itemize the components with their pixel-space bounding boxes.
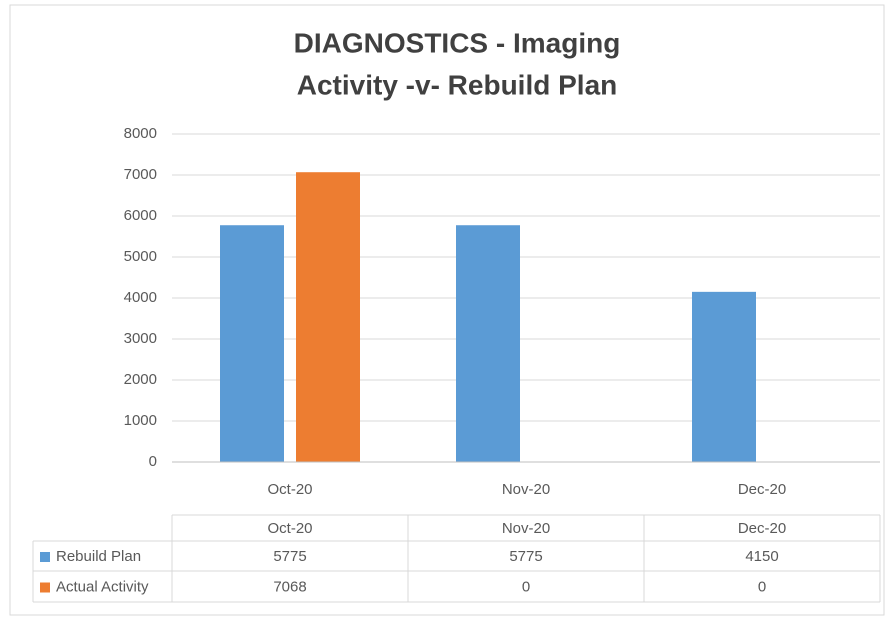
table-header: Dec-20 xyxy=(738,520,786,537)
y-tick-label: 4000 xyxy=(124,289,157,306)
y-tick-label: 1000 xyxy=(124,412,157,429)
y-tick-label: 5000 xyxy=(124,248,157,265)
y-tick-label: 0 xyxy=(149,453,157,470)
table-header: Nov-20 xyxy=(502,520,550,537)
y-tick-label: 8000 xyxy=(124,125,157,142)
bar xyxy=(296,172,360,462)
bar xyxy=(220,225,284,462)
y-tick-label: 2000 xyxy=(124,371,157,388)
chart-title: Activity -v- Rebuild Plan xyxy=(297,69,618,100)
x-tick-label: Dec-20 xyxy=(738,481,786,498)
y-tick-label: 6000 xyxy=(124,207,157,224)
legend-key xyxy=(40,552,50,562)
table-cell: 5775 xyxy=(273,548,306,565)
bar xyxy=(692,291,756,462)
x-tick-label: Nov-20 xyxy=(502,481,550,498)
x-tick-label: Oct-20 xyxy=(267,481,312,498)
table-cell: 0 xyxy=(522,578,530,595)
bar xyxy=(456,225,520,462)
table-cell: 4150 xyxy=(745,548,778,565)
legend-label: Actual Activity xyxy=(56,578,149,595)
y-tick-label: 3000 xyxy=(124,330,157,347)
legend-key xyxy=(40,582,50,593)
chart-title: DIAGNOSTICS - Imaging xyxy=(294,27,621,58)
table-cell: 5775 xyxy=(509,548,542,565)
table-header: Oct-20 xyxy=(267,520,312,537)
table-cell: 7068 xyxy=(273,578,306,595)
table-cell: 0 xyxy=(758,578,766,595)
legend-label: Rebuild Plan xyxy=(56,548,141,565)
y-tick-label: 7000 xyxy=(124,166,157,183)
